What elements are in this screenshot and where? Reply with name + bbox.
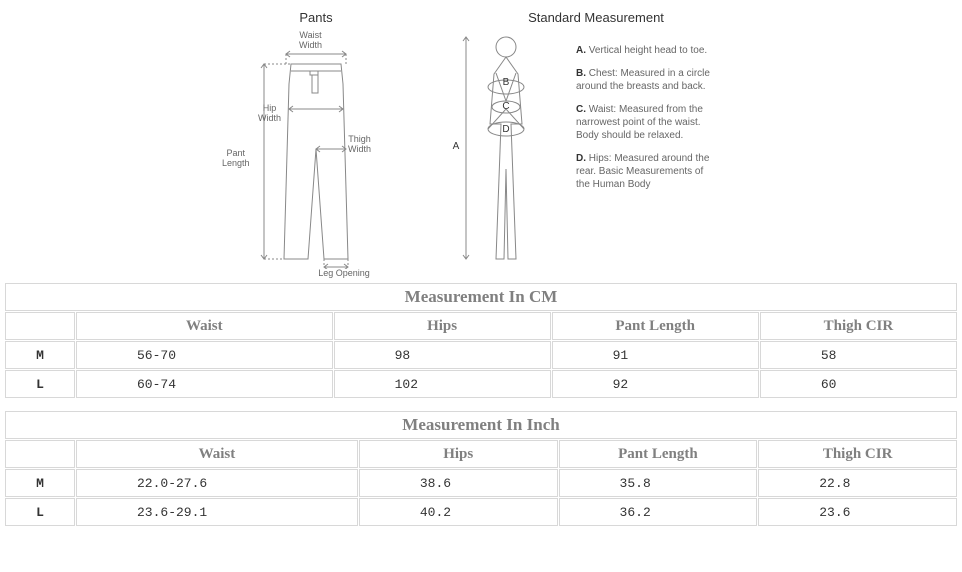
std-title: Standard Measurement [446, 10, 746, 25]
label-waist-width: WaistWidth [299, 31, 322, 51]
inch-col-thigh: Thigh CIR [758, 440, 957, 468]
body-svg: A B C D [446, 29, 566, 269]
inch-size-m: M [5, 469, 75, 497]
inch-m-thigh: 22.8 [758, 469, 957, 497]
svg-text:D: D [502, 124, 509, 135]
inch-col-waist: Waist [76, 440, 358, 468]
cm-blank-head [5, 312, 75, 340]
pants-title: Pants [216, 10, 416, 25]
std-item-b: B. Chest: Measured in a circle around th… [576, 67, 716, 93]
inch-m-pantlength: 35.8 [559, 469, 758, 497]
cm-col-hips: Hips [334, 312, 551, 340]
cm-col-waist: Waist [76, 312, 333, 340]
cm-l-thigh: 60 [760, 370, 957, 398]
cm-l-waist: 60-74 [76, 370, 333, 398]
inch-blank-head [5, 440, 75, 468]
cm-l-pantlength: 92 [552, 370, 759, 398]
cm-m-hips: 98 [334, 341, 551, 369]
table-row: M 56-70 98 91 58 [5, 341, 957, 369]
measurement-table-cm: Measurement In CM Waist Hips Pant Length… [4, 282, 958, 406]
label-pant-length: PantLength [222, 149, 250, 169]
inch-l-pantlength: 36.2 [559, 498, 758, 526]
pants-diagram: Pants [216, 10, 416, 278]
measurement-table-inch: Measurement In Inch Waist Hips Pant Leng… [4, 410, 958, 527]
svg-text:C: C [502, 101, 509, 112]
cm-col-pantlength: Pant Length [552, 312, 759, 340]
std-item-a: A. Vertical height head to toe. [576, 44, 716, 57]
table-row: L 23.6-29.1 40.2 36.2 23.6 [5, 498, 957, 526]
label-thigh-width: ThighWidth [348, 135, 371, 155]
inch-col-pantlength: Pant Length [559, 440, 758, 468]
std-measurement-list: A. Vertical height head to toe. B. Chest… [566, 29, 716, 274]
std-item-d: D. Hips: Measured around the rear. Basic… [576, 152, 716, 191]
std-measurement-diagram: Standard Measurement [446, 10, 746, 278]
cm-size-l: L [5, 370, 75, 398]
diagrams-section: Pants [0, 0, 962, 278]
inch-col-hips: Hips [359, 440, 558, 468]
cm-m-thigh: 58 [760, 341, 957, 369]
inch-title: Measurement In Inch [5, 411, 957, 439]
cm-title: Measurement In CM [5, 283, 957, 311]
cm-l-hips: 102 [334, 370, 551, 398]
table-row: L 60-74 102 92 60 [5, 370, 957, 398]
svg-text:B: B [503, 77, 510, 88]
inch-m-hips: 38.6 [359, 469, 558, 497]
label-leg-opening: Leg Opening [304, 269, 384, 279]
cm-m-pantlength: 91 [552, 341, 759, 369]
inch-m-waist: 22.0-27.6 [76, 469, 358, 497]
inch-size-l: L [5, 498, 75, 526]
cm-m-waist: 56-70 [76, 341, 333, 369]
cm-size-m: M [5, 341, 75, 369]
table-row: M 22.0-27.6 38.6 35.8 22.8 [5, 469, 957, 497]
svg-text:A: A [453, 141, 460, 152]
inch-l-thigh: 23.6 [758, 498, 957, 526]
label-hip-width: HipWidth [258, 104, 281, 124]
inch-l-waist: 23.6-29.1 [76, 498, 358, 526]
std-item-c: C. Waist: Measured from the narrowest po… [576, 103, 716, 142]
inch-l-hips: 40.2 [359, 498, 558, 526]
cm-col-thigh: Thigh CIR [760, 312, 957, 340]
